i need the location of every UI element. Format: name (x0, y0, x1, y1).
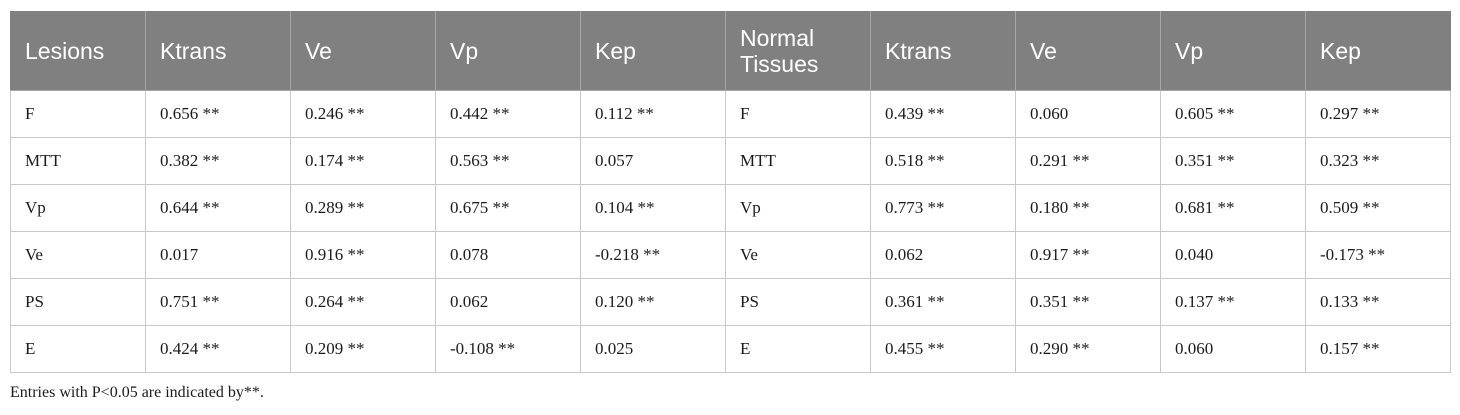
value-cell: 0.509 ** (1305, 184, 1451, 232)
value-cell: -0.173 ** (1305, 231, 1451, 279)
value-cell: 0.040 (1160, 231, 1306, 279)
table-row: MTT 0.382 ** 0.174 ** 0.563 ** 0.057 MTT 0.518… (10, 137, 1451, 185)
table-row: PS 0.751 ** 0.264 ** 0.062 0.120 ** PS 0.361 *… (10, 278, 1451, 326)
value-cell: 0.137 ** (1160, 278, 1306, 326)
value-cell: 0.180 ** (1015, 184, 1161, 232)
value-cell: 0.382 ** (145, 137, 291, 185)
value-cell: 0.773 ** (870, 184, 1016, 232)
value-cell: 0.916 ** (290, 231, 436, 279)
value-cell: 0.209 ** (290, 325, 436, 373)
row-label-cell: E (725, 325, 871, 373)
table-body: F 0.656 ** 0.246 ** 0.442 ** 0.112 ** F 0.439 … (10, 90, 1451, 373)
value-cell: 0.644 ** (145, 184, 291, 232)
value-cell: 0.112 ** (580, 90, 726, 138)
value-cell: 0.246 ** (290, 90, 436, 138)
value-cell: 0.917 ** (1015, 231, 1161, 279)
correlation-table-container: Lesions Ktrans Ve Vp Kep Normal Tissues … (10, 11, 1451, 373)
row-label-cell: E (10, 325, 146, 373)
table-row: E 0.424 ** 0.209 ** -0.108 ** 0.025 E 0.455 **… (10, 325, 1451, 373)
value-cell: 0.025 (580, 325, 726, 373)
value-cell: 0.424 ** (145, 325, 291, 373)
value-cell: 0.157 ** (1305, 325, 1451, 373)
header-lesion-ktrans: Ktrans (145, 11, 291, 91)
row-label-cell: F (10, 90, 146, 138)
value-cell: 0.057 (580, 137, 726, 185)
table-footnote: Entries with P<0.05 are indicated by**. (10, 384, 264, 401)
row-label-cell: PS (725, 278, 871, 326)
value-cell: 0.675 ** (435, 184, 581, 232)
value-cell: 0.062 (435, 278, 581, 326)
value-cell: 0.605 ** (1160, 90, 1306, 138)
value-cell: 0.133 ** (1305, 278, 1451, 326)
value-cell: 0.751 ** (145, 278, 291, 326)
header-lesion-kep: Kep (580, 11, 726, 91)
header-normal-tissues: Normal Tissues (725, 11, 871, 91)
value-cell: -0.108 ** (435, 325, 581, 373)
value-cell: 0.104 ** (580, 184, 726, 232)
value-cell: 0.290 ** (1015, 325, 1161, 373)
header-row: Lesions Ktrans Ve Vp Kep Normal Tissues … (10, 11, 1451, 91)
value-cell: 0.120 ** (580, 278, 726, 326)
value-cell: 0.289 ** (290, 184, 436, 232)
row-label-cell: Ve (10, 231, 146, 279)
value-cell: 0.351 ** (1015, 278, 1161, 326)
value-cell: 0.060 (1015, 90, 1161, 138)
row-label-cell: Ve (725, 231, 871, 279)
row-label-cell: PS (10, 278, 146, 326)
value-cell: 0.174 ** (290, 137, 436, 185)
value-cell: 0.062 (870, 231, 1016, 279)
value-cell: 0.323 ** (1305, 137, 1451, 185)
row-label-cell: MTT (10, 137, 146, 185)
table-row: Ve 0.017 0.916 ** 0.078 -0.218 ** Ve 0.062 0.91… (10, 231, 1451, 279)
value-cell: 0.563 ** (435, 137, 581, 185)
value-cell: 0.297 ** (1305, 90, 1451, 138)
value-cell: 0.681 ** (1160, 184, 1306, 232)
value-cell: 0.060 (1160, 325, 1306, 373)
value-cell: 0.455 ** (870, 325, 1016, 373)
header-normal-ktrans: Ktrans (870, 11, 1016, 91)
row-label-cell: MTT (725, 137, 871, 185)
row-label-cell: Vp (10, 184, 146, 232)
value-cell: 0.442 ** (435, 90, 581, 138)
value-cell: 0.017 (145, 231, 291, 279)
header-lesion-ve: Ve (290, 11, 436, 91)
correlation-table: Lesions Ktrans Ve Vp Kep Normal Tissues … (10, 11, 1451, 373)
value-cell: 0.518 ** (870, 137, 1016, 185)
value-cell: 0.291 ** (1015, 137, 1161, 185)
value-cell: 0.439 ** (870, 90, 1016, 138)
row-label-cell: Vp (725, 184, 871, 232)
header-lesion-vp: Vp (435, 11, 581, 91)
table-row: F 0.656 ** 0.246 ** 0.442 ** 0.112 ** F 0.439 … (10, 90, 1451, 138)
value-cell: 0.361 ** (870, 278, 1016, 326)
value-cell: 0.264 ** (290, 278, 436, 326)
header-lesions: Lesions (10, 11, 146, 91)
value-cell: 0.351 ** (1160, 137, 1306, 185)
value-cell: -0.218 ** (580, 231, 726, 279)
value-cell: 0.656 ** (145, 90, 291, 138)
value-cell: 0.078 (435, 231, 581, 279)
header-normal-ve: Ve (1015, 11, 1161, 91)
header-normal-kep: Kep (1305, 11, 1451, 91)
row-label-cell: F (725, 90, 871, 138)
table-row: Vp 0.644 ** 0.289 ** 0.675 ** 0.104 ** Vp 0.77… (10, 184, 1451, 232)
header-normal-vp: Vp (1160, 11, 1306, 91)
